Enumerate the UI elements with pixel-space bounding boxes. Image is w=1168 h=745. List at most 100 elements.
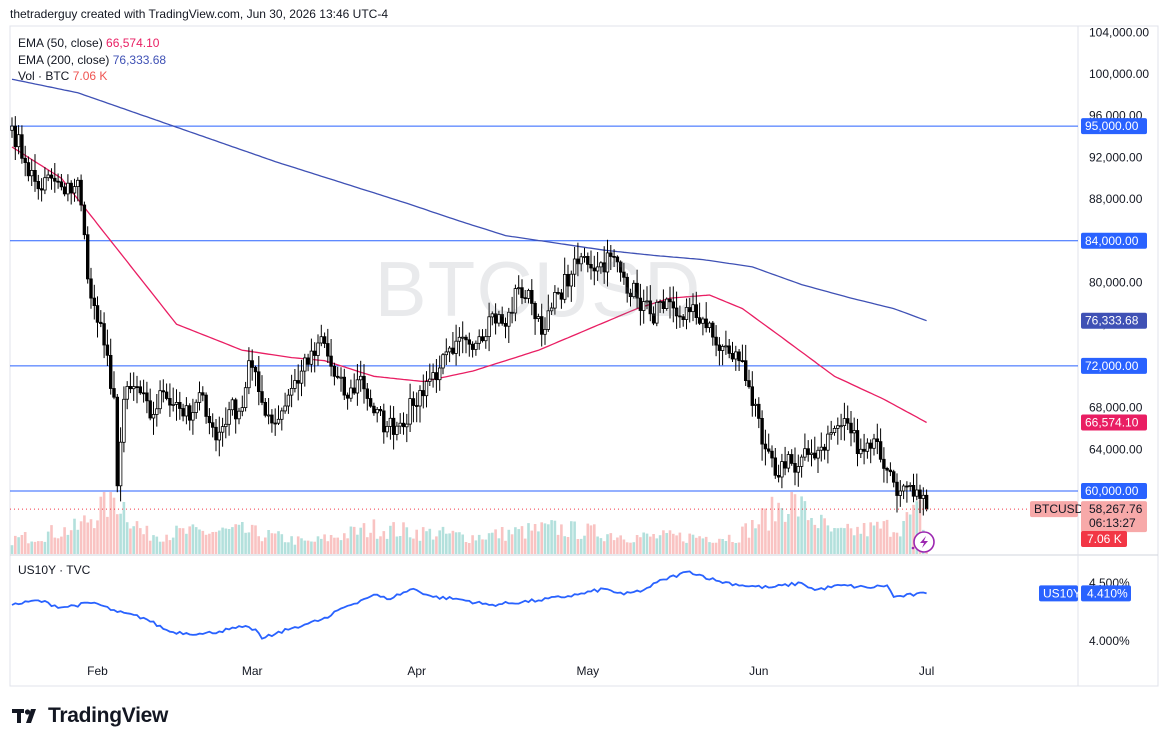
volume-bar: [744, 523, 747, 554]
volume-bar: [885, 519, 889, 554]
candle: [378, 406, 383, 416]
volume-bar: [214, 531, 218, 554]
level-price-tag: 72,000.00: [1081, 357, 1147, 374]
candle: [846, 405, 850, 430]
candle: [885, 466, 889, 484]
candle: [888, 462, 893, 477]
candle: [151, 401, 156, 435]
volume-bar: [418, 540, 422, 554]
volume-bar: [46, 531, 50, 554]
candle: [365, 383, 369, 411]
candle: [178, 391, 182, 420]
candle: [615, 255, 620, 273]
volume-bar: [882, 521, 886, 554]
volume-bar: [162, 541, 165, 554]
us10y-line[interactable]: [11, 570, 927, 640]
volume-bar: [833, 528, 836, 554]
volume-bar: [642, 532, 645, 554]
candle: [395, 421, 399, 441]
volume-bar: [60, 536, 63, 554]
volume-bar: [576, 539, 580, 554]
volume-bar: [464, 542, 468, 554]
volume-bar: [425, 531, 428, 554]
legend-ema200-label: EMA (200, close): [18, 52, 110, 67]
volume-bar: [902, 521, 905, 554]
price-axis-tick: 68,000.00: [1089, 401, 1143, 415]
volume-bar: [303, 540, 307, 554]
volume-bar: [122, 502, 126, 554]
candle: [375, 407, 379, 423]
svg-text:60,000.00: 60,000.00: [1085, 484, 1139, 498]
legend-ema200[interactable]: EMA (200, close) 76,333.68: [18, 52, 166, 69]
candle: [424, 371, 429, 408]
volume-bar: [629, 542, 632, 554]
candle: [507, 307, 511, 343]
ema200-line[interactable]: [11, 78, 927, 322]
volume-bar: [89, 519, 93, 554]
candle: [503, 317, 508, 339]
candle: [362, 364, 366, 404]
bar-countdown: 06:13:27: [1089, 516, 1136, 530]
legend-volume[interactable]: Vol · BTC 7.06 K: [18, 68, 166, 85]
candle: [306, 353, 310, 372]
legend-ema50-value: 66,574.10: [106, 36, 160, 50]
volume-bar: [408, 537, 412, 554]
candle: [740, 344, 745, 363]
volume-bar: [862, 523, 866, 554]
volume-bar: [751, 520, 754, 554]
volume-bar: [487, 533, 491, 554]
volume-bar: [290, 536, 293, 554]
volume-bar: [823, 518, 826, 554]
candle: [605, 239, 610, 287]
legend-ema200-value: 76,333.68: [112, 52, 167, 67]
volume-bar: [612, 540, 616, 554]
candle: [39, 178, 44, 202]
time-axis[interactable]: Feb Mar Apr May Jun Jul: [87, 664, 934, 678]
candle: [809, 439, 814, 467]
candle: [543, 317, 547, 345]
ema50-line[interactable]: [11, 146, 927, 424]
volume-bar: [547, 524, 550, 554]
volume-bar: [53, 537, 57, 554]
volume-bar: [468, 543, 471, 554]
candle: [46, 170, 50, 182]
candle: [671, 286, 675, 323]
candle: [753, 398, 758, 417]
time-axis-tick: Mar: [242, 664, 263, 678]
volume-bar: [50, 525, 53, 554]
volume-bar: [155, 536, 159, 554]
volume-bar: [889, 536, 892, 554]
candle: [533, 301, 537, 335]
volume-bar: [66, 534, 70, 554]
lightning-replay-icon[interactable]: [911, 531, 935, 553]
volume-bar: [912, 504, 915, 554]
svg-text:66,574.10: 66,574.10: [1085, 416, 1139, 430]
tradingview-logo-text: TradingView: [48, 704, 169, 727]
candle: [29, 159, 34, 186]
volume-bar: [635, 535, 639, 554]
volume-bar: [56, 538, 60, 554]
us10y-legend[interactable]: US10Y · TVC: [18, 563, 90, 577]
candle: [66, 174, 70, 202]
volume-bar: [757, 524, 761, 554]
volume-bar: [395, 536, 399, 554]
volume-bar: [741, 526, 744, 554]
us10y-tag-value: 4.410%: [1087, 586, 1128, 600]
candle: [434, 359, 439, 393]
tradingview-logo[interactable]: TradingView: [12, 704, 168, 728]
volume-bar: [915, 501, 919, 554]
volume-bar: [441, 526, 445, 554]
volume-bar: [201, 530, 205, 554]
legend-ema50[interactable]: EMA (50, close) 66,574.10: [18, 35, 166, 52]
volume-bar: [494, 529, 497, 554]
volume-bar: [734, 543, 738, 554]
volume-bar: [132, 526, 135, 554]
volume-bar: [76, 529, 80, 554]
volume-bar: [293, 544, 297, 554]
volume-bar: [533, 524, 537, 554]
candle: [750, 371, 754, 417]
legend-volume-value: 7.06 K: [72, 69, 108, 83]
candle: [135, 375, 139, 404]
candle: [651, 306, 656, 326]
